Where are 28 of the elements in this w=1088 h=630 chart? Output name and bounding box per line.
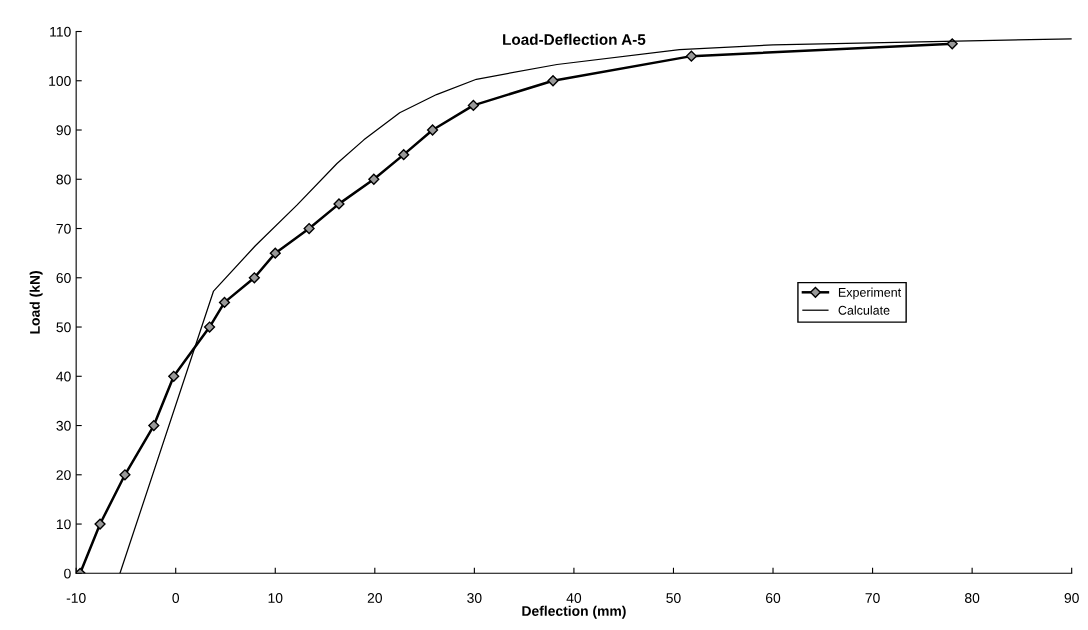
x-tick-label: 60 [766,593,781,603]
y-tick-label: 0 [64,568,71,579]
x-tick-label: 0 [172,593,180,603]
y-tick-label: 60 [56,273,71,283]
x-tick-label: 90 [1064,593,1079,603]
y-axis-title: Load (kN) [29,271,43,334]
y-tick-label: 30 [56,420,71,431]
x-tick-label: 40 [566,593,582,603]
y-tick-label: 20 [56,470,71,480]
legend-label: Calculate [838,305,890,315]
x-tick-label: 70 [865,593,880,603]
y-tick-label: 110 [50,26,71,37]
y-tick-label: 70 [56,223,71,234]
x-tick-label: 20 [367,593,382,603]
y-tick-label: 100 [49,76,71,86]
y-tick-label: 40 [56,371,71,382]
y-tick-label: 50 [56,322,71,333]
x-axis-title: Deflection (mm) [522,605,626,619]
x-tick-label: 50 [666,593,681,603]
x-tick-label: 10 [268,593,283,603]
legend-label: Experiment [838,287,902,300]
x-tick-label: 30 [467,593,482,603]
x-tick-label: -10 [66,593,86,603]
chart-title: Load-Deflection A-5 [503,33,646,45]
y-tick-label: 10 [56,519,71,530]
y-tick-label: 80 [56,174,71,185]
y-tick-label: 90 [56,125,71,136]
x-tick-label: 80 [965,593,980,603]
